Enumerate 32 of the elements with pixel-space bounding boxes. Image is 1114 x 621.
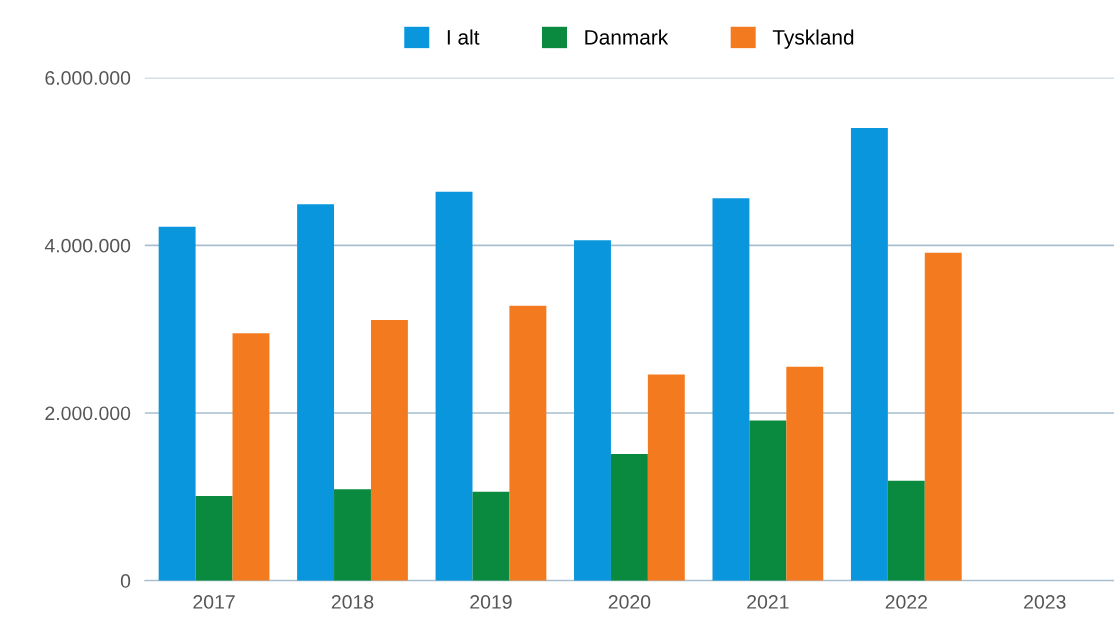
x-tick-label: 2023 xyxy=(1024,595,1066,609)
x-tick-label: 2022 xyxy=(885,595,927,609)
x-tick-label: 2020 xyxy=(608,595,651,609)
legend-label: I alt xyxy=(447,29,480,45)
x-tick-label: 2017 xyxy=(193,595,235,609)
y-tick-label: 4.000.000 xyxy=(44,238,131,253)
bar xyxy=(610,454,648,581)
bar xyxy=(509,305,547,581)
y-tick-label: 6.000.000 xyxy=(45,71,131,85)
bar xyxy=(472,491,510,581)
bar xyxy=(232,333,270,581)
bar xyxy=(195,495,233,581)
y-tick-label: 2.000.000 xyxy=(45,406,131,421)
bar xyxy=(850,127,888,581)
bar xyxy=(370,319,408,581)
bar xyxy=(712,198,750,581)
bar xyxy=(749,420,787,581)
bar xyxy=(334,489,371,581)
x-tick-label: 2019 xyxy=(470,595,512,609)
bar xyxy=(924,252,962,581)
x-tick-label: 2018 xyxy=(331,595,374,609)
bar xyxy=(297,204,335,581)
bar xyxy=(786,366,824,581)
bar xyxy=(574,240,611,581)
bar xyxy=(887,480,925,581)
x-tick-label: 2021 xyxy=(747,595,789,609)
legend-label: Danmark xyxy=(585,29,669,45)
legend-label: Tyskland xyxy=(772,29,854,49)
bar xyxy=(435,191,473,581)
bar xyxy=(647,374,685,581)
bar xyxy=(158,226,196,581)
y-tick-label: 0 xyxy=(120,574,131,588)
